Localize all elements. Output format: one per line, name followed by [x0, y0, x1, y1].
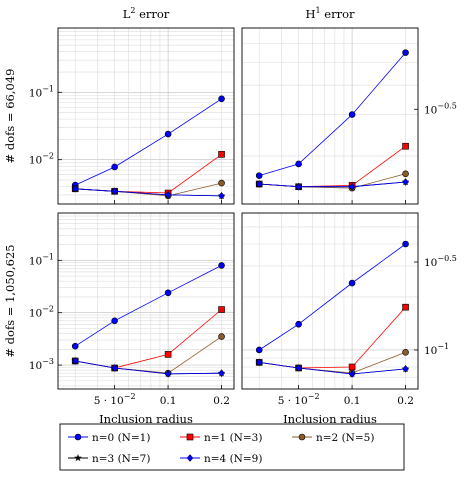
x-tick-label-3-1: 5 · 10−2 — [94, 392, 136, 407]
point-4-1-3 — [402, 303, 409, 311]
x-tick-label-4-2: 0.1 — [344, 395, 361, 407]
point-2-2-3 — [402, 170, 409, 178]
legend-label-4: n=4 (N=9) — [204, 453, 262, 465]
grid-3 — [58, 213, 234, 389]
plot-frame-2 — [241, 27, 419, 205]
x-tick-label-4-1: 5 · 10−2 — [278, 392, 320, 407]
point-1-4-3 — [218, 192, 225, 200]
plot-frame-1 — [57, 27, 235, 205]
point-2-4-1 — [295, 182, 302, 191]
row-label-1: # dofs = 66,049 — [3, 69, 17, 164]
point-2-4-3 — [402, 178, 409, 186]
point-2-0-3 — [402, 49, 409, 56]
panel-2: 10−0.5 — [241, 27, 457, 205]
point-1-1-3 — [218, 151, 225, 158]
y-tick-label-1-2: 10−1 — [29, 84, 54, 99]
x-tick-label-3-2: 0.1 — [160, 395, 177, 407]
legend-label-0: n=0 (N=1) — [92, 432, 150, 444]
y-tick-label-3-1: 10−3 — [29, 357, 54, 372]
series-line-1-0 — [75, 98, 222, 186]
point-4-1-2 — [348, 363, 356, 371]
point-2-4-2 — [348, 182, 356, 191]
point-2-0-0 — [255, 172, 263, 179]
series-line-2-4 — [259, 181, 406, 188]
point-3-2-3 — [218, 333, 225, 340]
legend-marker-4 — [186, 454, 194, 462]
point-1-0-1 — [111, 163, 118, 171]
series-line-1-4 — [75, 188, 222, 197]
point-4-2-3 — [402, 348, 409, 356]
panel-4: 10−1 10−0.5 5 · 10−2 0.1 0.2 Inclusion radius — [241, 212, 457, 426]
series-line-4-0 — [258, 243, 406, 351]
point-1-4-0 — [71, 184, 79, 193]
series-layer-3 — [71, 262, 226, 378]
legend: n=0 (N=1) n=1 (N=3) n=2 (N=5) n=3 (N=7) n=4 … — [59, 423, 405, 471]
plot-frame-4 — [241, 212, 419, 390]
point-4-4-2 — [348, 370, 356, 378]
legend-label-2: n=2 (N=5) — [316, 432, 374, 444]
y-tick-label-4-2: 10−0.5 — [424, 254, 457, 269]
point-4-0-1 — [295, 320, 302, 328]
grid-4 — [242, 213, 418, 389]
point-3-0-2 — [164, 289, 172, 297]
x-tick-label-3-3: 0.2 — [213, 395, 230, 407]
point-4-0-3 — [402, 240, 409, 248]
legend-marker-2 — [298, 433, 306, 441]
point-1-0-3 — [218, 95, 225, 103]
point-4-0-0 — [255, 346, 263, 354]
point-4-4-3 — [402, 365, 409, 373]
series-layer-1 — [71, 95, 226, 200]
point-2-1-3 — [402, 142, 409, 150]
y-tick-label-4-1: 10−1 — [424, 342, 449, 357]
legend-marker-1 — [186, 433, 194, 441]
point-1-2-3 — [218, 179, 225, 187]
series-line-2-0 — [259, 52, 406, 176]
column-title-1: L2 error — [123, 6, 170, 21]
point-2-0-2 — [348, 111, 356, 118]
point-3-1-2 — [164, 351, 172, 358]
point-2-0-1 — [295, 160, 302, 168]
legend-marker-3 — [74, 453, 82, 462]
point-3-4-2 — [164, 370, 172, 378]
x-axis-label-4: Inclusion radius — [283, 412, 377, 426]
legend-marker-0 — [74, 433, 82, 441]
legend-box — [59, 423, 405, 471]
point-3-4-3 — [218, 369, 225, 378]
point-3-0-0 — [71, 342, 79, 350]
series-line-3-0 — [74, 265, 222, 347]
grid-1 — [58, 28, 234, 204]
y-tick-label-1-1: 10−2 — [29, 152, 54, 167]
legend-label-3: n=3 (N=7) — [92, 453, 150, 465]
point-3-4-1 — [111, 364, 118, 372]
point-3-1-3 — [218, 306, 225, 313]
point-3-0-1 — [111, 317, 118, 325]
column-title-2: H1 error — [305, 6, 355, 21]
series-layer-2 — [255, 49, 410, 192]
y-tick-label-3-3: 10−1 — [29, 252, 54, 267]
legend-label-1: n=1 (N=3) — [204, 432, 262, 444]
point-3-0-3 — [218, 262, 225, 269]
point-4-4-0 — [255, 358, 263, 367]
x-tick-label-4-3: 0.2 — [397, 395, 414, 407]
panel-3: 10−3 10−2 10−1 5 · 10−2 0.1 0.2 Inclusion radi… — [29, 212, 235, 426]
point-1-4-1 — [111, 187, 118, 196]
row-label-2: # dofs = 1,050,625 — [3, 244, 17, 357]
grid-2 — [242, 28, 418, 204]
point-3-4-0 — [71, 357, 79, 365]
y-tick-label-3-2: 10−2 — [29, 305, 54, 320]
point-4-0-2 — [348, 279, 356, 287]
point-1-0-2 — [164, 130, 172, 138]
series-line-4-4 — [259, 362, 406, 375]
panel-1: 10−2 10−1 — [29, 27, 235, 205]
point-4-4-1 — [295, 364, 302, 372]
y-tick-label-2-1: 10−0.5 — [424, 101, 457, 116]
point-2-4-0 — [255, 180, 263, 188]
x-axis-label-3: Inclusion radius — [99, 412, 193, 426]
series-layer-4 — [255, 240, 410, 378]
series-line-3-4 — [75, 360, 222, 375]
point-1-4-2 — [164, 191, 172, 199]
plot-frame-3 — [57, 212, 235, 390]
panels-layer: 10−2 10−1 10−0.5 10−3 10−2 10−1 5 · 10−2 0.1 0.2… — [29, 27, 457, 426]
